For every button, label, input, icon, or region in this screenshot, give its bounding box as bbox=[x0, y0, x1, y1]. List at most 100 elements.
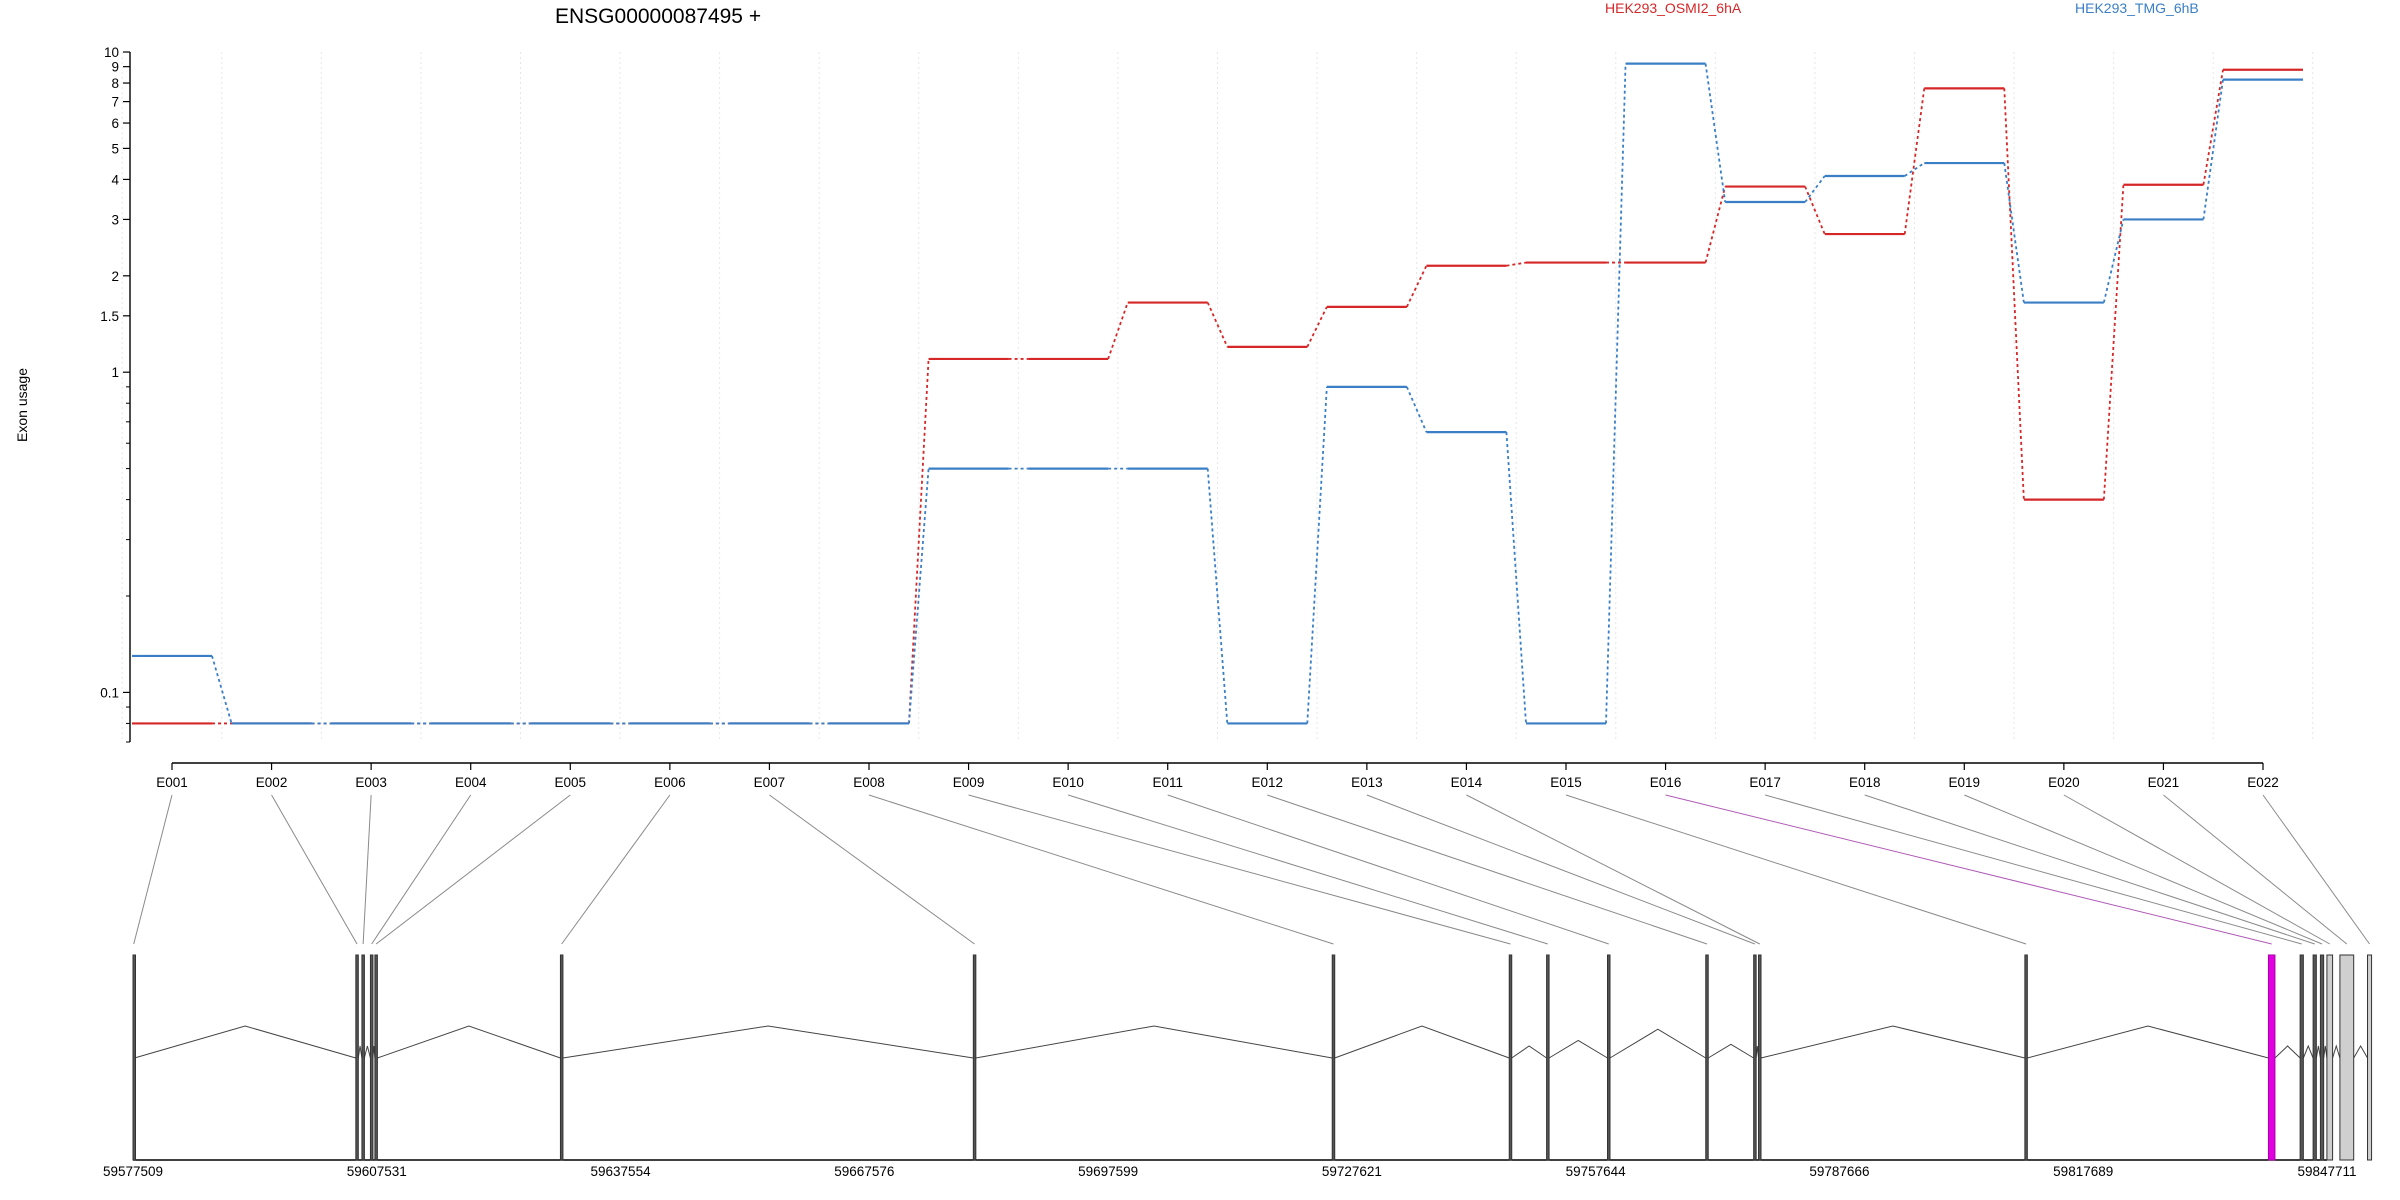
exon-box bbox=[1758, 954, 1762, 1161]
genomic-coordinate-label: 59667576 bbox=[834, 1164, 894, 1179]
intron-line bbox=[2274, 1045, 2301, 1059]
genomic-coordinate-label: 59577509 bbox=[103, 1164, 163, 1179]
exon-connector bbox=[1864, 794, 2315, 945]
intron-line bbox=[377, 1025, 561, 1059]
chart-title: ENSG00000087495 + bbox=[555, 5, 761, 28]
exon-box bbox=[2267, 954, 2276, 1161]
exon-box bbox=[369, 954, 374, 1161]
intron-line bbox=[1609, 1028, 1706, 1059]
legend-series-1: HEK293_OSMI2_6hA bbox=[1605, 0, 1742, 16]
exon-connector bbox=[2163, 794, 2348, 945]
intron-line bbox=[134, 1025, 356, 1059]
exon-box bbox=[2312, 954, 2317, 1161]
exon-box bbox=[132, 954, 136, 1161]
y-tick-label: 9 bbox=[111, 60, 119, 75]
exon-box bbox=[1705, 954, 1709, 1161]
x-tick-label: E003 bbox=[355, 775, 387, 790]
series-connector bbox=[1903, 88, 1926, 235]
x-tick-label: E012 bbox=[1252, 775, 1284, 790]
series-connector bbox=[2102, 219, 2125, 303]
exon-box bbox=[361, 954, 365, 1161]
exon-connector bbox=[271, 794, 358, 945]
exon-box bbox=[1753, 954, 1757, 1161]
intron-line bbox=[1760, 1025, 2025, 1059]
genomic-coordinate-label: 59757644 bbox=[1566, 1164, 1627, 1179]
genomic-coordinate-label: 59637554 bbox=[591, 1164, 652, 1179]
x-tick-label: E018 bbox=[1849, 775, 1881, 790]
intron-line bbox=[2323, 1045, 2328, 1059]
exon-box bbox=[559, 954, 564, 1161]
exon-box bbox=[1508, 954, 1513, 1161]
y-tick-label: 4 bbox=[111, 172, 119, 187]
intron-line bbox=[975, 1025, 1333, 1059]
x-tick-label: E008 bbox=[853, 775, 885, 790]
x-tick-label: E005 bbox=[555, 775, 587, 790]
series-connector bbox=[1904, 162, 1925, 177]
intron-line bbox=[2353, 1044, 2368, 1059]
y-tick-label: 10 bbox=[104, 45, 119, 60]
x-tick-label: E010 bbox=[1052, 775, 1084, 790]
x-tick-label: E022 bbox=[2247, 775, 2279, 790]
series-connector bbox=[1206, 302, 1229, 348]
y-tick-label: 1 bbox=[111, 365, 119, 380]
x-tick-label: E001 bbox=[156, 775, 188, 790]
exon-box bbox=[2319, 954, 2325, 1161]
exon-connector bbox=[362, 794, 372, 945]
x-tick-label: E016 bbox=[1650, 775, 1682, 790]
x-tick-label: E009 bbox=[953, 775, 985, 790]
x-tick-label: E011 bbox=[1152, 775, 1183, 790]
series-connector bbox=[908, 468, 930, 724]
series-connector bbox=[1107, 302, 1129, 360]
series-connector bbox=[1406, 265, 1428, 308]
exon-connector bbox=[1167, 794, 1609, 945]
series-connector bbox=[2102, 184, 2125, 500]
exon-connector bbox=[371, 794, 472, 945]
genomic-coordinate-label: 59697599 bbox=[1078, 1164, 1138, 1179]
x-tick-label: E002 bbox=[256, 775, 288, 790]
exon-connectors bbox=[133, 794, 2370, 945]
x-tick-label: E007 bbox=[754, 775, 786, 790]
y-tick-label: 6 bbox=[111, 116, 119, 131]
exon-connector bbox=[1366, 794, 1756, 945]
series-connector bbox=[1306, 306, 1328, 348]
y-tick-label: 8 bbox=[111, 76, 119, 91]
intron-line bbox=[1334, 1025, 1510, 1059]
genomic-coordinate-label: 59607531 bbox=[347, 1164, 407, 1179]
intron-line bbox=[2027, 1025, 2269, 1059]
gridlines bbox=[121, 52, 2314, 742]
x-tick-label: E013 bbox=[1351, 775, 1383, 790]
exon-connector bbox=[1665, 794, 2272, 945]
genomic-coordinate-label: 59727621 bbox=[1322, 1164, 1382, 1179]
intron-line bbox=[2302, 1044, 2314, 1059]
exon-box bbox=[1606, 954, 1611, 1161]
exon-connector bbox=[2262, 794, 2370, 945]
exon-connector bbox=[2063, 794, 2330, 945]
exon-connector bbox=[1466, 794, 1760, 945]
exon-connector bbox=[1765, 794, 2302, 945]
x-tick-label: E020 bbox=[2048, 775, 2080, 790]
series-connector bbox=[1306, 386, 1328, 724]
exon-connector bbox=[1067, 794, 1548, 945]
exon-connector bbox=[375, 794, 571, 945]
series-connector bbox=[1505, 432, 1527, 724]
y-tick-label: 7 bbox=[111, 95, 119, 110]
y-tick-label: 3 bbox=[111, 212, 119, 227]
exon-box bbox=[2326, 954, 2334, 1161]
x-tick-label: E019 bbox=[1949, 775, 1981, 790]
exon-connector bbox=[561, 794, 671, 945]
x-tick-label: E015 bbox=[1550, 775, 1582, 790]
exon-box bbox=[355, 954, 359, 1161]
exon-box bbox=[1546, 954, 1550, 1161]
intron-line bbox=[1548, 1039, 1608, 1059]
exon-box bbox=[2367, 954, 2373, 1161]
exon-connector bbox=[1964, 794, 2323, 945]
exon-box bbox=[1331, 954, 1336, 1161]
series-connector bbox=[1206, 468, 1229, 724]
exon-connector bbox=[133, 794, 173, 945]
series-connector bbox=[1804, 186, 1826, 235]
x-tick-label: E017 bbox=[1749, 775, 1781, 790]
intron-line bbox=[2315, 1045, 2321, 1059]
series-connector bbox=[1704, 63, 1727, 203]
series-connector bbox=[2202, 69, 2224, 185]
